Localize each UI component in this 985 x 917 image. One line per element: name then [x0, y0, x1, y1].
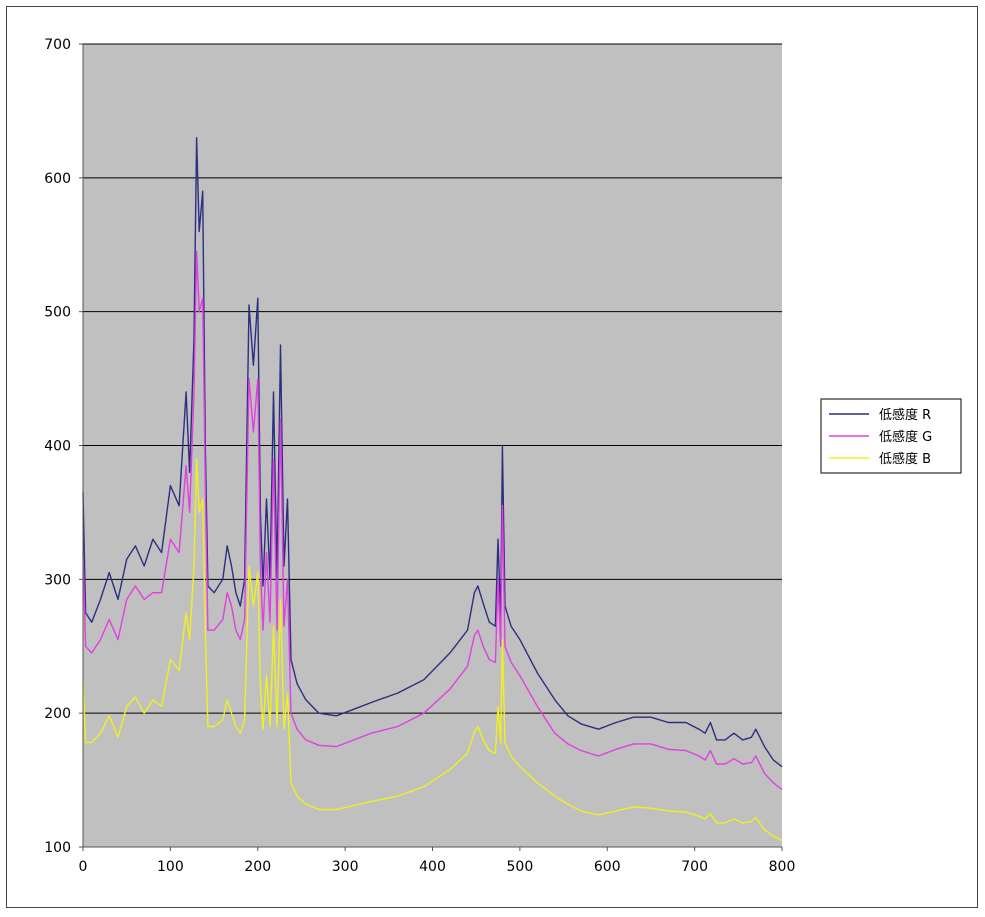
x-tick-label: 400	[419, 859, 446, 875]
legend: 低感度 R 低感度 G 低感度 B	[820, 398, 962, 474]
series-line-1	[82, 250, 783, 791]
legend-label-1: 低感度 G	[879, 429, 932, 445]
tick-labels: 100 200 300 400 500 600 700 0 100 200 300 400 500 600…	[44, 37, 795, 875]
x-tick-label: 600	[594, 859, 621, 875]
x-tick-label: 0	[79, 859, 88, 875]
x-tick-label: 500	[507, 859, 534, 875]
x-tick-label: 700	[681, 859, 708, 875]
x-tick-label: 100	[157, 859, 184, 875]
chart-frame: 100 200 300 400 500 600 700 0 100 200 300 400 500 600…	[6, 6, 978, 908]
series-line-0	[82, 137, 783, 768]
series-lines	[82, 137, 783, 841]
y-tick-label: 700	[44, 37, 71, 53]
line-chart: 100 200 300 400 500 600 700 0 100 200 300 400 500 600…	[44, 37, 962, 875]
y-tick-label: 600	[44, 171, 71, 187]
y-tick-label: 200	[44, 706, 71, 722]
y-tick-label: 300	[44, 572, 71, 588]
x-tick-label: 200	[244, 859, 271, 875]
x-tick-label: 300	[332, 859, 359, 875]
legend-label-0: 低感度 R	[879, 407, 931, 423]
series-line-2	[82, 458, 783, 841]
legend-label-2: 低感度 B	[879, 451, 931, 467]
y-tick-label: 100	[44, 840, 71, 856]
y-tick-label: 500	[44, 305, 71, 321]
y-tick-label: 400	[44, 439, 71, 455]
x-tick-label: 800	[769, 859, 796, 875]
